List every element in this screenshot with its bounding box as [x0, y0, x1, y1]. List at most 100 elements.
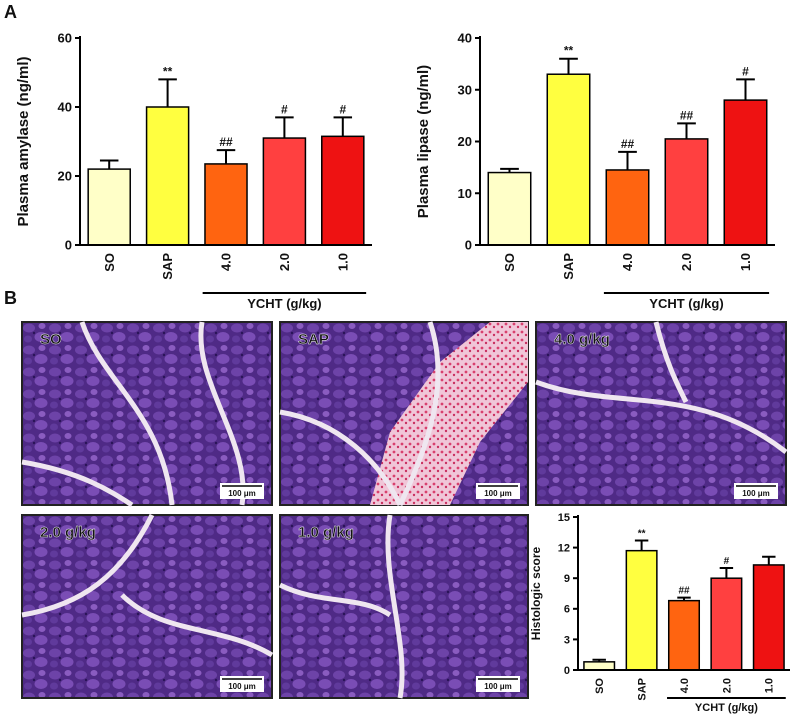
error-bar	[736, 78, 755, 101]
bar	[204, 163, 248, 246]
bar	[625, 549, 658, 671]
y-tick-label: 20	[458, 134, 472, 149]
x-tick-label: 4.0	[620, 253, 635, 271]
y-tick-label: 12	[558, 542, 570, 554]
y-tick-label: 0	[465, 238, 472, 253]
error-bar	[618, 150, 637, 170]
x-tick-label: 2.0	[721, 678, 733, 693]
error-bar	[634, 539, 649, 551]
bar	[605, 169, 650, 246]
image-label: 2.0 g/kg	[40, 524, 96, 541]
significance-label: ##	[678, 586, 690, 597]
bar	[667, 599, 701, 671]
bar	[145, 106, 190, 246]
x-tick-label: 1.0	[335, 253, 350, 271]
image-label: 4.0 g/kg	[554, 331, 610, 348]
error-bar	[158, 78, 177, 107]
histology-image: SAP 100 μm	[279, 321, 529, 507]
y-axis-label: Plasma amylase (ng/ml)	[15, 56, 32, 226]
y-tick-label: 20	[58, 169, 72, 184]
septa	[21, 513, 274, 658]
error-bar	[677, 596, 691, 601]
y-tick-label: 40	[58, 100, 72, 115]
significance-label: #	[742, 64, 749, 78]
panel-label: A	[4, 2, 17, 22]
y-tick-label: 0	[65, 238, 72, 253]
bar	[487, 171, 532, 246]
error-bar	[216, 149, 236, 164]
y-tick-label: 0	[564, 665, 570, 677]
group-label: YCHT (g/kg)	[247, 296, 321, 311]
image-label: 1.0 g/kg	[298, 524, 354, 541]
error-bar	[592, 658, 606, 662]
tissue	[21, 321, 273, 506]
y-tick-label: 6	[564, 604, 570, 616]
x-tick-label: SAP	[636, 678, 648, 701]
x-tick-label: 2.0	[679, 253, 694, 271]
scale-bar-box	[734, 483, 778, 499]
y-tick-label: 10	[458, 186, 472, 201]
axes	[479, 36, 775, 246]
error-bar	[762, 555, 776, 565]
error-bar	[500, 167, 519, 173]
x-tick-label: SAP	[160, 253, 175, 280]
scale-bar-box	[220, 483, 264, 499]
x-tick-label: SO	[102, 253, 117, 272]
y-tick-label: 15	[558, 512, 570, 524]
y-tick-label: 60	[58, 31, 72, 46]
tissue	[21, 514, 273, 699]
y-tick-label: 9	[564, 573, 570, 585]
x-tick-label: SO	[502, 253, 517, 272]
x-tick-label: 4.0	[679, 678, 691, 693]
bar	[321, 135, 365, 246]
septa	[278, 514, 405, 699]
scale-bar-label: 100 μm	[484, 682, 512, 691]
significance-label: ##	[219, 135, 233, 149]
y-tick-label: 3	[564, 634, 570, 646]
tissue	[535, 321, 787, 506]
significance-label: ##	[680, 108, 694, 122]
error-bar	[275, 116, 294, 139]
axes	[79, 36, 372, 246]
y-tick-label: 40	[458, 31, 472, 46]
significance-label: **	[638, 528, 646, 539]
x-tick-label: SO	[594, 678, 606, 694]
scale-bar-box	[476, 483, 520, 499]
scale-bar-label: 100 μm	[742, 489, 770, 498]
x-tick-label: SAP	[561, 253, 576, 280]
x-tick-label: 1.0	[738, 253, 753, 271]
group-label: YCHT (g/kg)	[695, 702, 758, 714]
axes	[577, 515, 790, 671]
y-axis-label: Histologic score	[529, 546, 543, 640]
error-bar	[99, 159, 119, 170]
image-label: SAP	[298, 331, 329, 348]
septa	[279, 321, 441, 507]
x-tick-label: 4.0	[219, 253, 234, 271]
histology-image: 4.0 g/kg 100 μm	[535, 321, 788, 506]
hemorrhage	[370, 322, 528, 505]
histology-image: 1.0 g/kg 100 μm	[278, 514, 529, 699]
error-bar	[559, 57, 578, 75]
bar	[664, 138, 709, 246]
significance-label: #	[339, 102, 346, 116]
image-label: SO	[40, 331, 62, 348]
histology-image: 2.0 g/kg 100 μm	[21, 513, 274, 699]
bar	[752, 564, 785, 671]
significance-label: ##	[621, 137, 635, 151]
septa	[535, 321, 788, 454]
x-tick-label: 1.0	[764, 678, 776, 693]
scale-bar-label: 100 μm	[484, 489, 512, 498]
scale-bar-box	[476, 676, 520, 692]
panel-label: B	[4, 288, 17, 308]
scale-bar-label: 100 μm	[228, 682, 256, 691]
significance-label: **	[163, 64, 173, 78]
error-bar	[677, 122, 696, 139]
significance-label: **	[564, 44, 574, 58]
bar	[262, 137, 307, 246]
bar	[723, 99, 768, 246]
scale-bar-label: 100 μm	[228, 489, 256, 498]
bar	[710, 577, 743, 671]
y-tick-label: 30	[458, 82, 472, 97]
significance-label: #	[281, 102, 288, 116]
y-axis-label: Plasma lipase (ng/ml)	[415, 65, 432, 218]
